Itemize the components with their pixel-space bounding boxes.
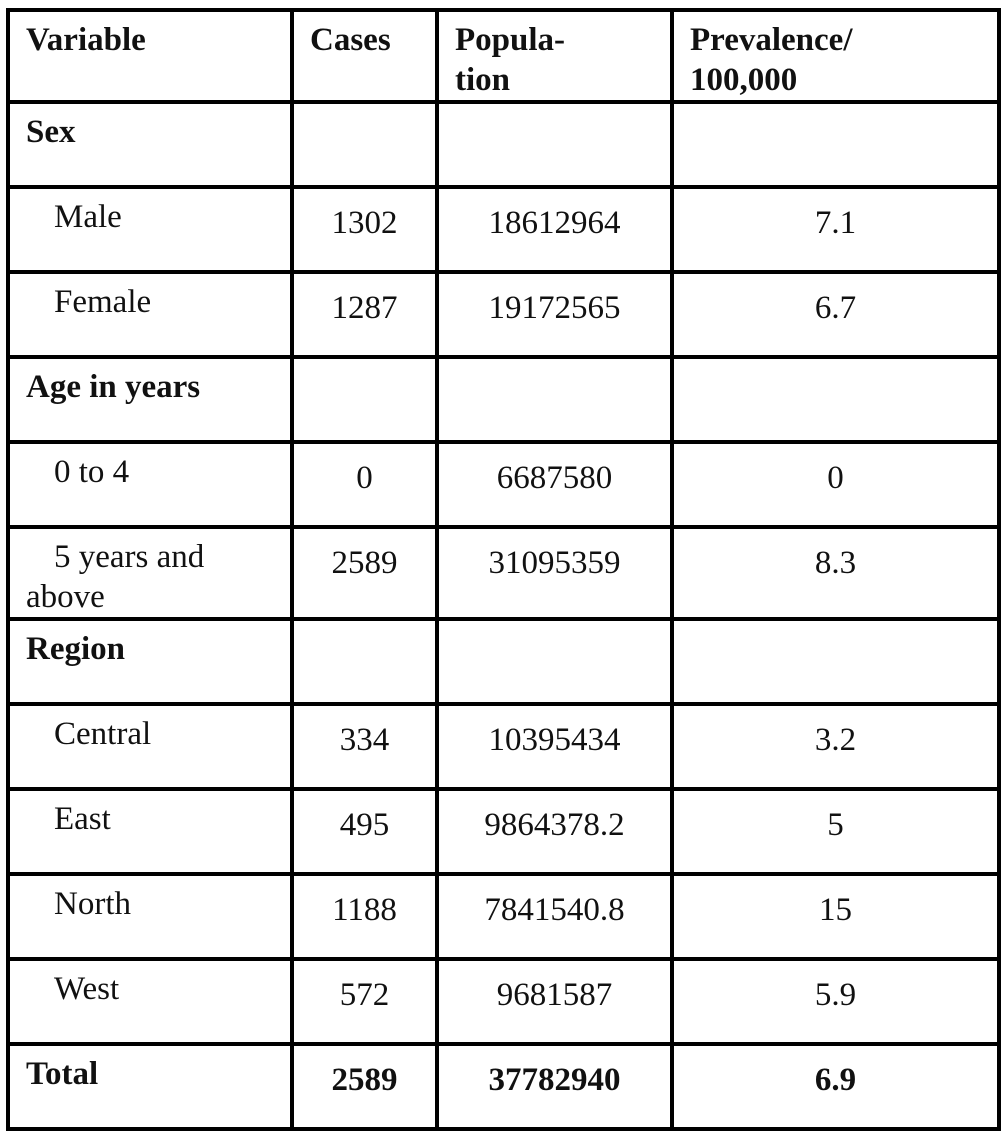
page: Variable Cases Popula- tion Prevalence/ 100… bbox=[6, 8, 1001, 1131]
cell: 5 bbox=[670, 787, 1001, 876]
cell: 3.2 bbox=[670, 702, 1001, 791]
cell: 0 bbox=[670, 440, 1001, 529]
table-row: Age in years bbox=[6, 355, 1001, 444]
cell: 1188 bbox=[290, 872, 439, 961]
row-label: Sex bbox=[6, 100, 294, 189]
cell: 2589 bbox=[290, 525, 439, 621]
cell bbox=[290, 355, 439, 444]
cell: 6.7 bbox=[670, 270, 1001, 359]
table-row: Central 334 10395434 3.2 bbox=[6, 702, 1001, 791]
cell bbox=[435, 100, 674, 189]
cell: 1302 bbox=[290, 185, 439, 274]
cell: 5.9 bbox=[670, 957, 1001, 1046]
table-row: Male 1302 18612964 7.1 bbox=[6, 185, 1001, 274]
table-row: Sex bbox=[6, 100, 1001, 189]
cell: 37782940 bbox=[435, 1042, 674, 1131]
cell: 7.1 bbox=[670, 185, 1001, 274]
cell: 18612964 bbox=[435, 185, 674, 274]
table-row: Female 1287 19172565 6.7 bbox=[6, 270, 1001, 359]
table-row: 5 years and above 2589 31095359 8.3 bbox=[6, 525, 1001, 621]
cell bbox=[670, 617, 1001, 706]
cell bbox=[670, 355, 1001, 444]
cell bbox=[290, 100, 439, 189]
row-label: West bbox=[6, 957, 294, 1046]
table-body: Sex Male 1302 18612964 7.1 Female 1287 19172565… bbox=[6, 100, 1001, 1131]
cell: 2589 bbox=[290, 1042, 439, 1131]
prevalence-table: Variable Cases Popula- tion Prevalence/ 100… bbox=[6, 8, 1001, 1131]
cell: 10395434 bbox=[435, 702, 674, 791]
cell: 8.3 bbox=[670, 525, 1001, 621]
cell: 15 bbox=[670, 872, 1001, 961]
table-head: Variable Cases Popula- tion Prevalence/ 100… bbox=[6, 8, 1001, 104]
column-header: Cases bbox=[290, 8, 439, 104]
table-row: Region bbox=[6, 617, 1001, 706]
row-label: Male bbox=[6, 185, 294, 274]
row-label: East bbox=[6, 787, 294, 876]
cell: 31095359 bbox=[435, 525, 674, 621]
table-row: West 572 9681587 5.9 bbox=[6, 957, 1001, 1046]
row-label: North bbox=[6, 872, 294, 961]
cell: 495 bbox=[290, 787, 439, 876]
column-header: Prevalence/ 100,000 bbox=[670, 8, 1001, 104]
row-label: Region bbox=[6, 617, 294, 706]
column-header: Variable bbox=[6, 8, 294, 104]
cell: 19172565 bbox=[435, 270, 674, 359]
cell bbox=[435, 617, 674, 706]
row-label: Central bbox=[6, 702, 294, 791]
table-row: North 1188 7841540.8 15 bbox=[6, 872, 1001, 961]
table-row: 0 to 4 0 6687580 0 bbox=[6, 440, 1001, 529]
cell bbox=[290, 617, 439, 706]
row-label: Female bbox=[6, 270, 294, 359]
cell: 7841540.8 bbox=[435, 872, 674, 961]
row-label: 5 years and above bbox=[6, 525, 294, 621]
cell: 9681587 bbox=[435, 957, 674, 1046]
cell: 6687580 bbox=[435, 440, 674, 529]
cell: 0 bbox=[290, 440, 439, 529]
cell bbox=[435, 355, 674, 444]
table-row: Total 2589 37782940 6.9 bbox=[6, 1042, 1001, 1131]
cell: 334 bbox=[290, 702, 439, 791]
row-label: Total bbox=[6, 1042, 294, 1131]
header-row: Variable Cases Popula- tion Prevalence/ 100… bbox=[6, 8, 1001, 104]
row-label: 0 to 4 bbox=[6, 440, 294, 529]
cell: 9864378.2 bbox=[435, 787, 674, 876]
row-label: Age in years bbox=[6, 355, 294, 444]
cell: 1287 bbox=[290, 270, 439, 359]
cell bbox=[670, 100, 1001, 189]
column-header: Popula- tion bbox=[435, 8, 674, 104]
table-row: East 495 9864378.2 5 bbox=[6, 787, 1001, 876]
cell: 6.9 bbox=[670, 1042, 1001, 1131]
cell: 572 bbox=[290, 957, 439, 1046]
